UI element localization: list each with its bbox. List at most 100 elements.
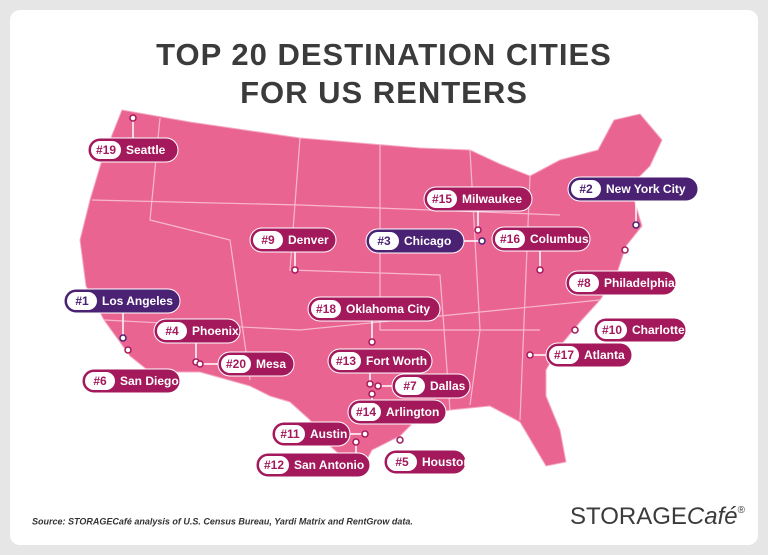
city-label: #3 Chicago (365, 228, 486, 254)
rank-badge (331, 352, 361, 370)
rank-label: #3 (377, 234, 391, 248)
city-label: #20 Mesa (196, 351, 295, 377)
city-dot (119, 334, 127, 342)
rank-badge (597, 321, 627, 339)
rank-label: #19 (96, 143, 116, 157)
city-name: Phoenix (192, 324, 239, 338)
city-label: #9 Denver (249, 227, 337, 274)
city-name: Chicago (404, 234, 451, 248)
logo-accent: Café (687, 503, 738, 530)
city-pill (567, 176, 699, 202)
title-line: TOP 20 DESTINATION CITIES (156, 37, 612, 72)
city-label: #11 Austin (271, 421, 369, 447)
rank-badge (387, 453, 417, 471)
city-label: #14 Arlington (347, 390, 447, 425)
source-note: Source: STORAGECafé analysis of U.S. Cen… (32, 516, 413, 526)
rank-badge (395, 377, 425, 395)
city-name: Oklahoma City (346, 302, 430, 316)
rank-badge (221, 355, 251, 373)
rank-label: #6 (93, 374, 107, 388)
city-label: #8 Philadelphia (565, 246, 677, 296)
rank-badge (253, 231, 283, 249)
city-dot (366, 380, 374, 388)
rank-label: #4 (165, 324, 179, 338)
rank-badge (311, 300, 341, 318)
city-name: Denver (288, 233, 329, 247)
city-label: #17 Atlanta (526, 342, 633, 368)
rank-badge (91, 141, 121, 159)
rank-label: #8 (577, 276, 591, 290)
city-dot (352, 438, 360, 446)
city-name: Houston (422, 455, 471, 469)
city-dot (196, 360, 204, 368)
city-dot (396, 436, 404, 444)
city-dot (571, 326, 579, 334)
city-label: #1 Los Angeles (63, 288, 181, 342)
city-dot (632, 221, 640, 229)
logo-main: STORAGE (570, 503, 687, 530)
logo: STORAGECafé® (570, 503, 746, 530)
rank-label: #15 (432, 192, 452, 206)
city-dot (621, 246, 629, 254)
rank-badge (157, 322, 187, 340)
rank-label: #12 (264, 458, 284, 472)
city-name: Fort Worth (366, 354, 427, 368)
city-name: Los Angeles (102, 294, 173, 308)
rank-label: #11 (280, 427, 300, 441)
rank-label: #13 (336, 354, 356, 368)
rank-badge (275, 425, 305, 443)
city-label: #13 Fort Worth (327, 348, 433, 388)
city-label: #19 Seattle (87, 114, 179, 163)
city-label: #5 Houston (383, 436, 471, 475)
city-dot (526, 351, 534, 359)
city-label: #10 Charlotte (571, 317, 687, 343)
city-dot (478, 237, 486, 245)
city-name: New York City (606, 182, 686, 196)
title-line: FOR US RENTERS (240, 75, 528, 110)
rank-label: #7 (403, 379, 417, 393)
city-label: #4 Phoenix (153, 318, 241, 366)
rank-badge (495, 230, 525, 248)
city-name: Milwaukee (462, 192, 522, 206)
rank-label: #20 (226, 357, 246, 371)
city-name: Mesa (256, 357, 286, 371)
city-label: #15 Milwaukee (423, 186, 533, 234)
city-pill (307, 296, 441, 322)
rank-badge (67, 292, 97, 310)
rank-label: #16 (500, 232, 520, 246)
rank-label: #17 (554, 348, 574, 362)
city-dot (124, 346, 132, 354)
city-name: San Antonio (294, 458, 364, 472)
rank-label: #10 (602, 323, 622, 337)
city-name: Seattle (126, 143, 166, 157)
city-dot (536, 266, 544, 274)
city-name: Atlanta (584, 348, 625, 362)
rank-badge (549, 346, 579, 364)
city-label: #2 New York City (567, 176, 699, 229)
city-label: #6 San Diego (81, 346, 181, 394)
city-name: San Diego (120, 374, 179, 388)
rank-badge (569, 274, 599, 292)
city-dot (368, 390, 376, 398)
rank-badge (259, 456, 289, 474)
rank-label: #14 (356, 405, 376, 419)
city-dot (361, 430, 369, 438)
city-name: Columbus (530, 232, 589, 246)
rank-label: #18 (316, 302, 336, 316)
city-name: Dallas (430, 379, 466, 393)
city-label: #18 Oklahoma City (307, 296, 441, 346)
rank-badge (571, 180, 601, 198)
rank-badge (369, 232, 399, 250)
city-label: #7 Dallas (374, 373, 471, 399)
city-dot (129, 114, 137, 122)
city-labels: #19 Seattle #2 New York City #15 Milwaukee #9 D… (63, 114, 699, 478)
rank-label: #1 (75, 294, 89, 308)
city-dot (474, 226, 482, 234)
city-label: #16 Columbus (491, 226, 591, 274)
rank-badge (351, 403, 381, 421)
city-label: #12 San Antonio (255, 438, 371, 478)
city-dot (368, 338, 376, 346)
city-dot (374, 382, 382, 390)
city-dot (291, 266, 299, 274)
